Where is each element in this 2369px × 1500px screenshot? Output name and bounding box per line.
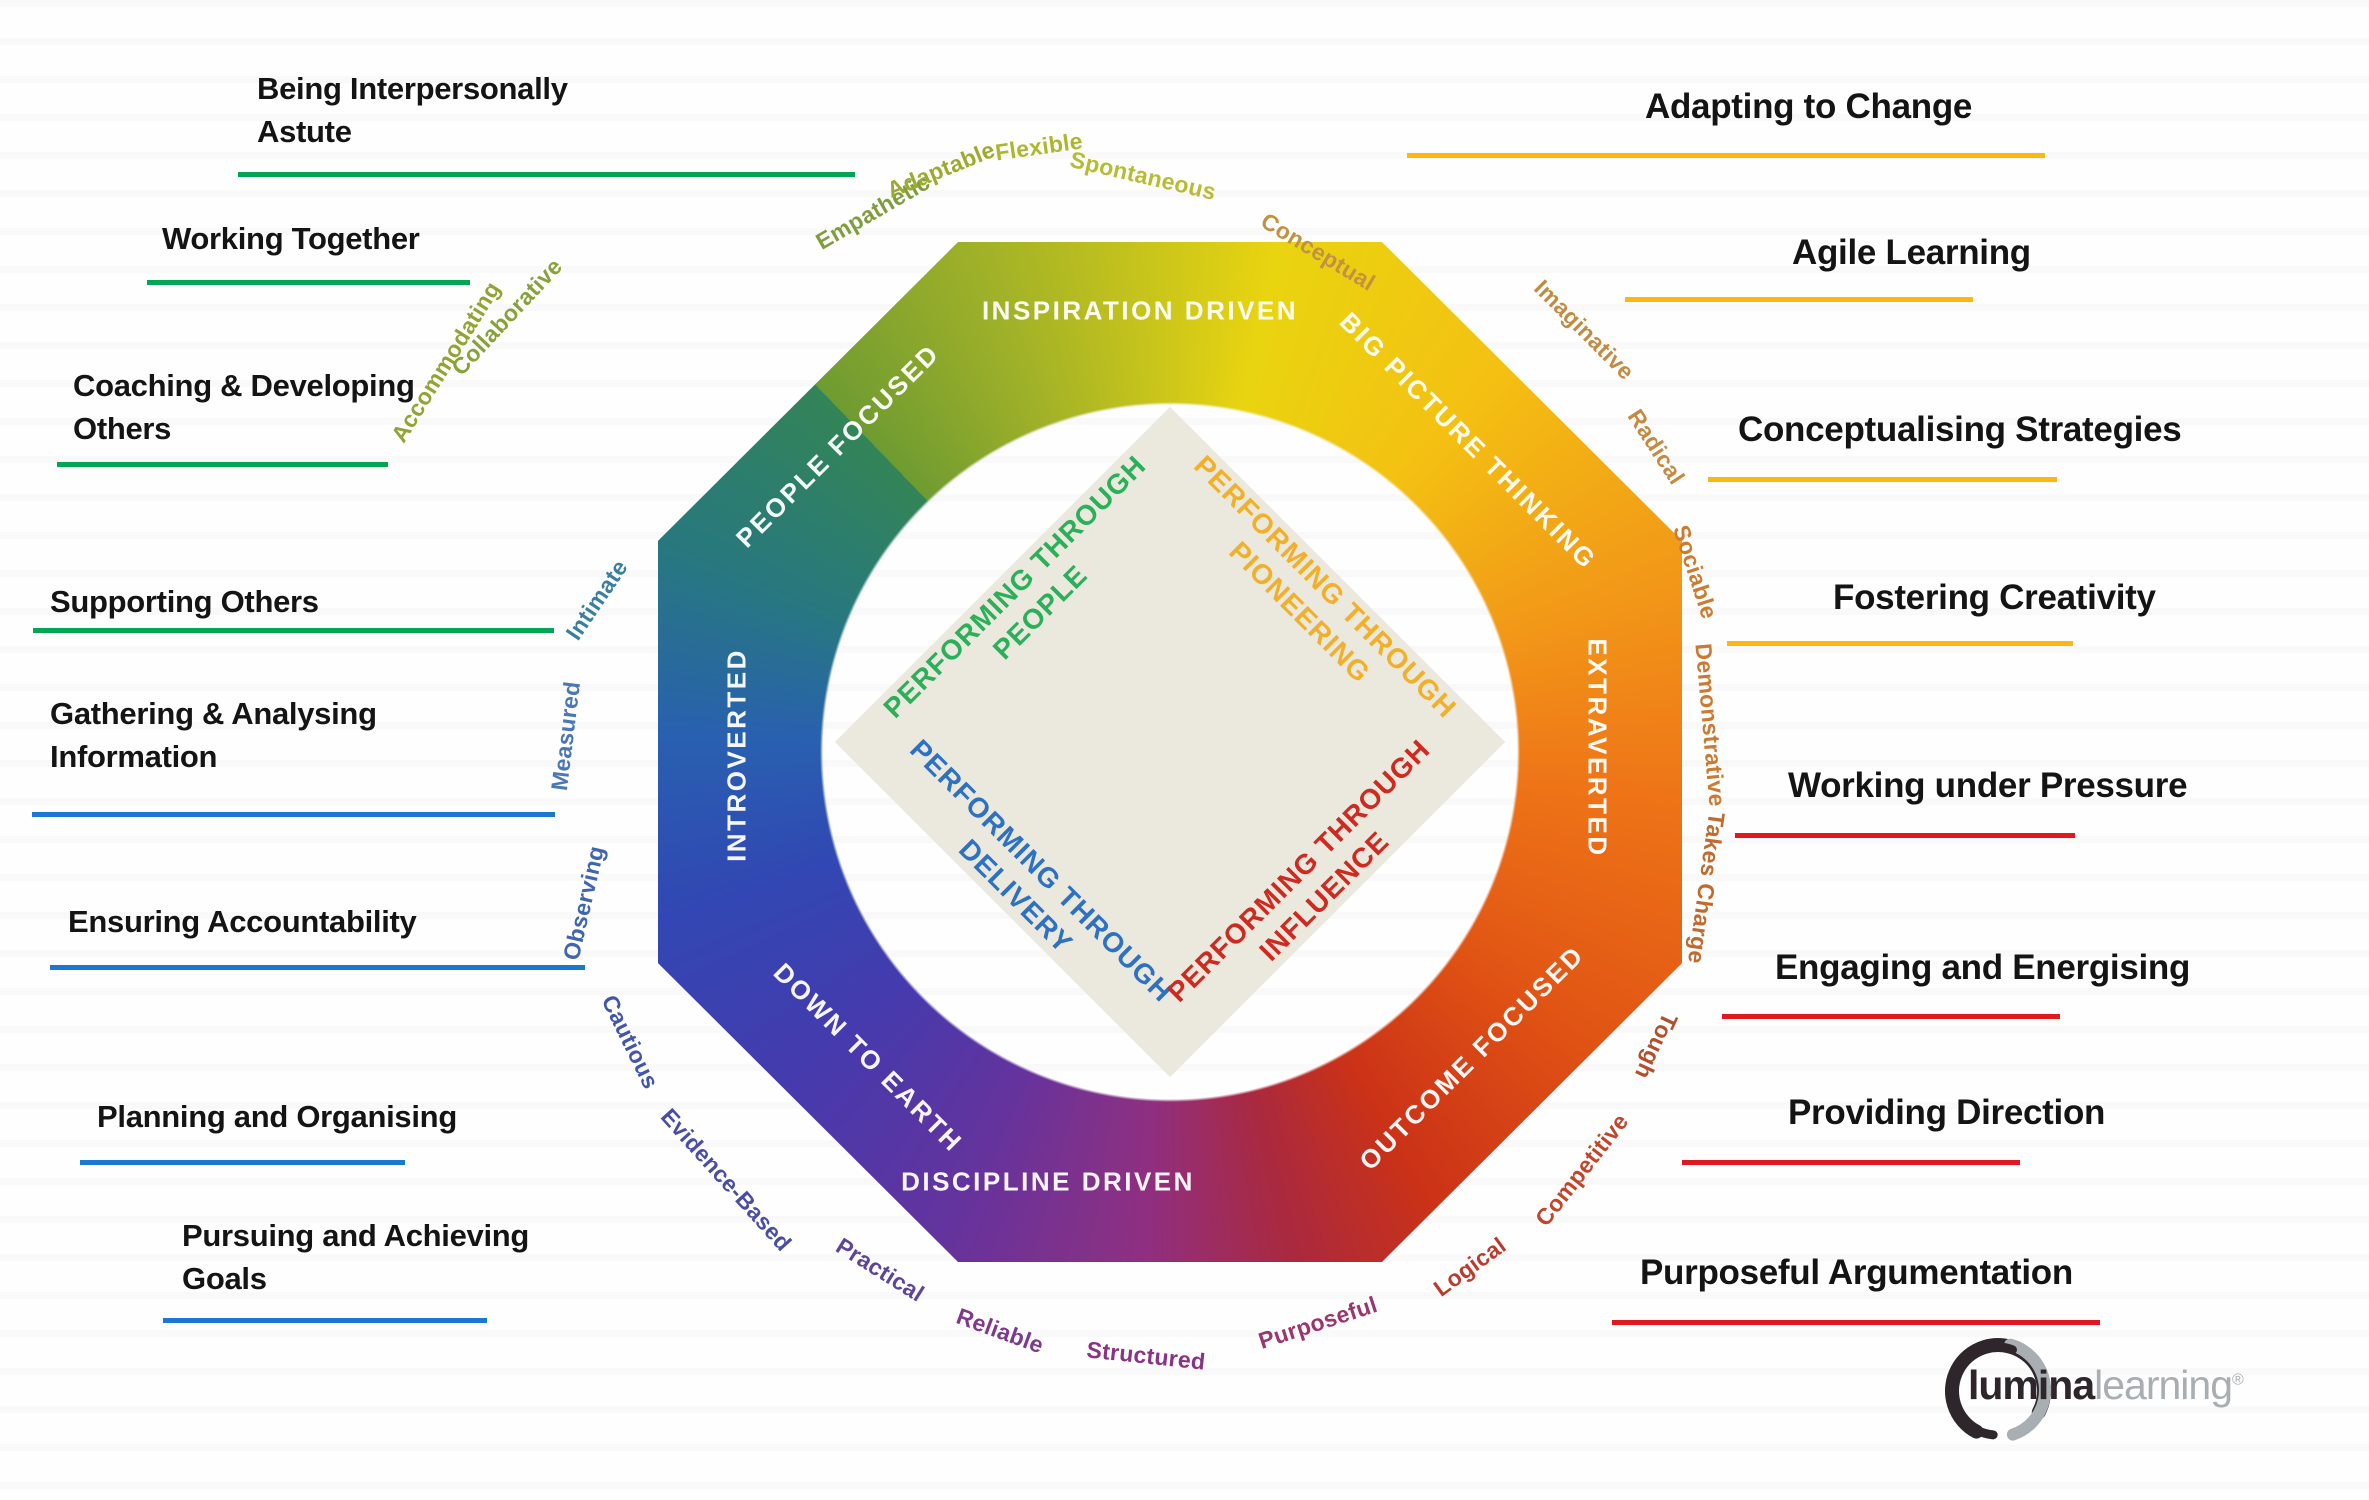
- label-line: Adapting to Change: [1645, 87, 1973, 126]
- underline: [57, 462, 388, 467]
- trait-word-intimate: Intimate: [560, 554, 633, 645]
- label-line: Providing Direction: [1788, 1093, 2106, 1132]
- underline: [1727, 641, 2073, 646]
- underline: [1407, 153, 2045, 158]
- competency-working-together: Working Together: [162, 218, 420, 261]
- competency-gathering-analysing-information: Gathering & Analysing Information: [50, 693, 377, 779]
- ring-label-introverted: INTROVERTED: [721, 648, 752, 862]
- trait-word-purposeful: Purposeful: [1255, 1291, 1381, 1354]
- competency-planning-and-organising: Planning and Organising: [97, 1096, 457, 1139]
- competency-pursuing-and-achieving-goals: Pursuing and Achieving Goals: [182, 1215, 529, 1301]
- logo-word-learning: learning: [2094, 1362, 2233, 1408]
- trait-word-tough: Tough: [1629, 1008, 1684, 1084]
- label-line: Coaching & Developing: [73, 368, 415, 403]
- logo-wordmark: luminalearning®: [1968, 1362, 2244, 1409]
- competency-being-interpersonally-astute: Being Interpersonally Astute: [257, 68, 568, 154]
- trait-word-radical: Radical: [1622, 404, 1691, 489]
- competency-ensuring-accountability: Ensuring Accountability: [68, 901, 417, 944]
- underline: [1612, 1320, 2100, 1325]
- trait-word-competitive: Competitive: [1529, 1108, 1634, 1231]
- label-line: Being Interpersonally: [257, 71, 568, 106]
- underline: [80, 1160, 405, 1165]
- trait-word-spontaneous: Spontaneous: [1067, 146, 1219, 205]
- underline: [32, 812, 555, 817]
- underline: [147, 280, 470, 285]
- ring-label-inspiration-driven: INSPIRATION DRIVEN: [981, 295, 1299, 326]
- lumina-learning-logo: luminalearning®: [1936, 1328, 2244, 1452]
- competency-providing-direction: Providing Direction: [1788, 1089, 2105, 1137]
- label-line: Purposeful Argumentation: [1640, 1253, 2073, 1292]
- label-line: Working under Pressure: [1788, 766, 2188, 805]
- trait-word-logical: Logical: [1428, 1231, 1511, 1302]
- label-line: Supporting Others: [50, 584, 319, 619]
- trait-word-structured: Structured: [1085, 1336, 1207, 1375]
- label-line: Astute: [257, 113, 352, 149]
- trait-word-reliable: Reliable: [953, 1302, 1048, 1359]
- competency-adapting-to-change: Adapting to Change: [1645, 83, 1972, 131]
- trait-word-imaginative: Imaginative: [1529, 274, 1640, 385]
- underline: [238, 172, 855, 177]
- trait-word-adaptable: Adaptable: [883, 136, 999, 203]
- trait-word-demonstrative: Demonstrative: [1690, 642, 1731, 808]
- label-line: Goals: [182, 1260, 267, 1296]
- competency-supporting-others: Supporting Others: [50, 581, 319, 624]
- trait-word-cautious: Cautious: [596, 990, 665, 1093]
- label-line: Working Together: [162, 221, 420, 256]
- label-line: Planning and Organising: [97, 1099, 457, 1134]
- underline: [1708, 477, 2057, 482]
- underline: [33, 628, 554, 633]
- underline: [50, 965, 585, 970]
- label-line: Pursuing and Achieving: [182, 1218, 530, 1253]
- underline: [1735, 833, 2075, 838]
- underline: [1625, 297, 1973, 302]
- registered-mark-icon: ®: [2232, 1371, 2244, 1389]
- competency-coaching-developing-others: Coaching & Developing Others: [73, 365, 415, 451]
- competency-purposeful-argumentation: Purposeful Argumentation: [1640, 1249, 2073, 1297]
- logo-word-lumina: lumina: [1968, 1362, 2095, 1408]
- trait-word-evidence-based: Evidence-Based: [655, 1103, 797, 1256]
- brush-circle-icon: [1945, 1337, 2052, 1444]
- ring-label-discipline-driven: DISCIPLINE DRIVEN: [901, 1166, 1195, 1197]
- label-line: Ensuring Accountability: [68, 904, 417, 939]
- underline: [1682, 1160, 2020, 1165]
- trait-word-practical: Practical: [831, 1232, 929, 1307]
- trait-word-takes-charge: Takes Charge: [1682, 810, 1730, 966]
- label-line: Information: [50, 738, 218, 774]
- label-line: Others: [73, 410, 172, 446]
- label-line: Conceptualising Strategies: [1738, 410, 2182, 449]
- underline: [163, 1318, 487, 1323]
- trait-word-observing: Observing: [557, 843, 610, 963]
- competency-fostering-creativity: Fostering Creativity: [1833, 574, 2156, 622]
- competency-agile-learning: Agile Learning: [1792, 229, 2031, 277]
- label-line: Agile Learning: [1792, 233, 2031, 272]
- label-line: Fostering Creativity: [1833, 578, 2156, 617]
- trait-word-measured: Measured: [545, 679, 586, 793]
- competency-conceptualising-strategies: Conceptualising Strategies: [1738, 406, 2182, 454]
- label-line: Engaging and Energising: [1775, 948, 2191, 987]
- label-line: Gathering & Analysing: [50, 696, 377, 731]
- competency-engaging-and-energising: Engaging and Energising: [1775, 944, 2190, 992]
- underline: [1722, 1014, 2060, 1019]
- competency-working-under-pressure: Working under Pressure: [1788, 762, 2188, 810]
- ring-label-extraverted: EXTRAVERTED: [1582, 638, 1613, 858]
